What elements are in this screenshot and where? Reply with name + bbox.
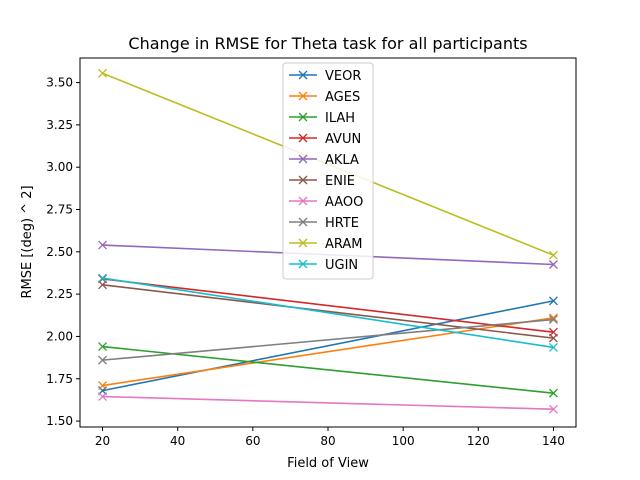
data-point-ugin <box>548 342 558 352</box>
legend-marker <box>298 112 308 122</box>
y-tick-label: 2.50 <box>46 245 73 259</box>
data-point-ilah <box>548 388 558 398</box>
series-line-ilah <box>102 345 554 394</box>
y-axis-ticks: 1.50 1.75 2.00 2.25 2.50 2.75 3.00 3.25 3.50 <box>46 76 80 428</box>
legend-label: VEOR <box>325 69 361 84</box>
y-tick-label: 3.00 <box>46 160 73 174</box>
legend-item-akla: AKLA <box>289 153 359 168</box>
data-point-ages <box>98 381 108 390</box>
legend-item-ages: AGES <box>289 90 360 105</box>
data-point-enie <box>98 280 108 290</box>
series-layer <box>98 68 558 414</box>
y-tick-label: 1.50 <box>46 414 73 428</box>
chart-title: Change in RMSE for Theta task for all pa… <box>128 34 527 53</box>
series-line-ugin <box>102 277 554 349</box>
legend-item-ilah: ILAH <box>289 111 355 126</box>
legend-item-hrte: HRTE <box>289 216 359 231</box>
legend-item-veor: VEOR <box>289 69 361 84</box>
legend-marker <box>298 91 308 101</box>
series-line-veor <box>102 300 554 392</box>
series-ugin <box>98 273 558 352</box>
data-point-ugin <box>98 273 108 283</box>
x-tick-label: 140 <box>542 434 565 448</box>
data-point-aaoo <box>548 404 558 414</box>
x-tick-label: 40 <box>170 434 185 448</box>
legend-label: HRTE <box>325 216 359 231</box>
data-point-aaoo <box>98 392 108 401</box>
legend-label: ILAH <box>325 111 355 126</box>
x-tick-label: 80 <box>320 434 335 448</box>
legend-marker <box>298 70 308 80</box>
legend-marker <box>298 238 308 248</box>
y-tick-label: 3.25 <box>46 118 73 132</box>
data-point-veor <box>548 296 558 306</box>
legend-label: AKLA <box>325 153 359 168</box>
data-point-aram <box>98 68 108 78</box>
x-tick-label: 60 <box>245 434 260 448</box>
y-tick-label: 1.75 <box>46 372 73 386</box>
legend-label: ENIE <box>325 174 355 189</box>
legend: VEOR AGES ILAH AVUN AKLA ENIE AAOO HRTE ARAM UGIN <box>282 62 374 280</box>
series-aaoo <box>98 392 558 414</box>
x-tick-label: 120 <box>467 434 490 448</box>
legend-marker <box>298 259 308 269</box>
legend-marker <box>298 175 308 185</box>
series-line-enie <box>102 284 554 339</box>
series-line-aaoo <box>102 395 554 411</box>
legend-item-aram: ARAM <box>289 237 363 252</box>
series-enie <box>98 280 558 343</box>
data-point-hrte <box>548 315 558 324</box>
data-point-hrte <box>98 355 108 365</box>
series-ilah <box>98 342 558 398</box>
series-line-hrte <box>102 318 554 361</box>
x-axis-label: Field of View <box>287 456 369 471</box>
y-tick-label: 3.50 <box>46 76 73 90</box>
legend-label: ARAM <box>325 237 363 252</box>
legend-item-enie: ENIE <box>289 174 355 189</box>
data-point-enie <box>548 333 558 343</box>
legend-label: UGIN <box>325 258 358 273</box>
series-line-avun <box>102 278 554 334</box>
data-point-akla <box>548 260 558 269</box>
legend-item-ugin: UGIN <box>289 258 358 273</box>
series-hrte <box>98 315 558 365</box>
legend-item-avun: AVUN <box>289 132 361 147</box>
legend-label: AVUN <box>325 132 361 147</box>
x-tick-label: 20 <box>95 434 110 448</box>
legend-marker <box>298 217 308 227</box>
data-point-aram <box>548 250 558 260</box>
legend-marker <box>298 154 308 164</box>
data-point-akla <box>98 240 108 250</box>
legend-marker <box>298 133 308 143</box>
y-tick-label: 2.00 <box>46 329 73 343</box>
legend-marker <box>298 196 308 206</box>
y-tick-label: 2.25 <box>46 287 73 301</box>
y-tick-label: 2.75 <box>46 202 73 216</box>
legend-label: AGES <box>325 90 360 105</box>
x-tick-label: 100 <box>392 434 415 448</box>
legend-label: AAOO <box>325 195 363 210</box>
y-axis-label: RMSE [(deg) ^ 2] <box>20 185 35 298</box>
data-point-ilah <box>98 342 108 352</box>
x-axis-ticks: 20 40 60 80 100 120 140 <box>95 427 565 448</box>
legend-item-aaoo: AAOO <box>289 195 363 210</box>
